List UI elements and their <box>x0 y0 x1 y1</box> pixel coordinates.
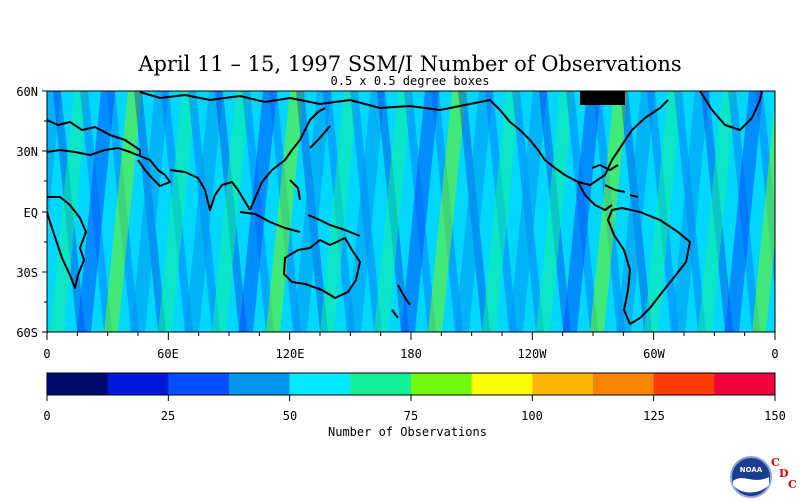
colorbar-swatch <box>168 373 230 395</box>
lon-label-60w: 60W <box>643 347 665 361</box>
lat-label-30n: 30N <box>16 145 38 159</box>
colorbar-swatch <box>350 373 412 395</box>
colorbar-tick-25: 25 <box>161 409 175 423</box>
colorbar-label: Number of Observations <box>328 425 487 439</box>
colorbar-swatch <box>289 373 351 395</box>
colorbar-tick-100: 100 <box>521 409 543 423</box>
map-subtitle: 0.5 x 0.5 degree boxes <box>330 74 490 88</box>
lat-label-60n: 60N <box>16 85 38 99</box>
coast-australia <box>283 237 361 299</box>
coast-south-america <box>607 207 691 325</box>
coast-caribbean <box>604 184 639 198</box>
coast-africa <box>47 196 87 289</box>
coast-greenland <box>699 91 763 131</box>
coast-central-america <box>577 164 619 211</box>
coast-indonesia <box>239 179 361 237</box>
colorbar-tick-150: 150 <box>764 409 786 423</box>
arctic-no-data <box>580 91 625 105</box>
colorbar-tick-125: 125 <box>643 409 665 423</box>
lat-label-eq: EQ <box>24 206 38 220</box>
lat-label-60s: 60S <box>16 326 38 340</box>
colorbar-swatch <box>653 373 715 395</box>
logo-letter-c2: C <box>788 478 797 491</box>
colorbar-swatch <box>411 373 473 395</box>
colorbar-swatch <box>593 373 655 395</box>
lon-label-60e: 60E <box>157 347 179 361</box>
colorbar <box>47 373 776 395</box>
map-title: April 11 – 15, 1997 SSM/I Number of Obse… <box>138 52 682 76</box>
logo-letter-c1: C <box>771 456 780 469</box>
lat-axis <box>42 90 47 333</box>
colorbar-swatch <box>714 373 776 395</box>
coastlines <box>47 91 763 325</box>
coast-europe <box>47 119 141 157</box>
coast-new-zealand <box>391 284 411 319</box>
lon-label-0-right: 0 <box>771 347 778 361</box>
noaa-logo-text: NOAA <box>740 466 763 474</box>
noaa-logo: NOAA C D C <box>730 456 797 498</box>
coast-east-asia <box>249 107 326 211</box>
lon-axis <box>46 332 776 340</box>
logo-letter-d: D <box>779 467 789 480</box>
colorbar-tick-50: 50 <box>283 409 297 423</box>
colorbar-swatch <box>532 373 594 395</box>
lon-label-180: 180 <box>400 347 422 361</box>
colorbar-ticks <box>46 395 776 401</box>
lon-label-120e: 120E <box>276 347 305 361</box>
coast-north-america <box>519 99 669 186</box>
coast-arabia <box>137 155 171 187</box>
colorbar-swatch <box>107 373 169 395</box>
coast-japan <box>309 125 331 149</box>
coast-siberia <box>139 91 521 131</box>
lat-label-30s: 30S <box>16 266 38 280</box>
colorbar-tick-0: 0 <box>43 409 50 423</box>
colorbar-swatch <box>229 373 291 395</box>
colorbar-swatch <box>471 373 533 395</box>
observation-swaths <box>47 91 775 332</box>
lon-label-120w: 120W <box>518 347 548 361</box>
colorbar-tick-75: 75 <box>404 409 418 423</box>
coast-india <box>169 169 251 211</box>
colorbar-swatch <box>47 373 109 395</box>
lon-label-0-left: 0 <box>43 347 50 361</box>
